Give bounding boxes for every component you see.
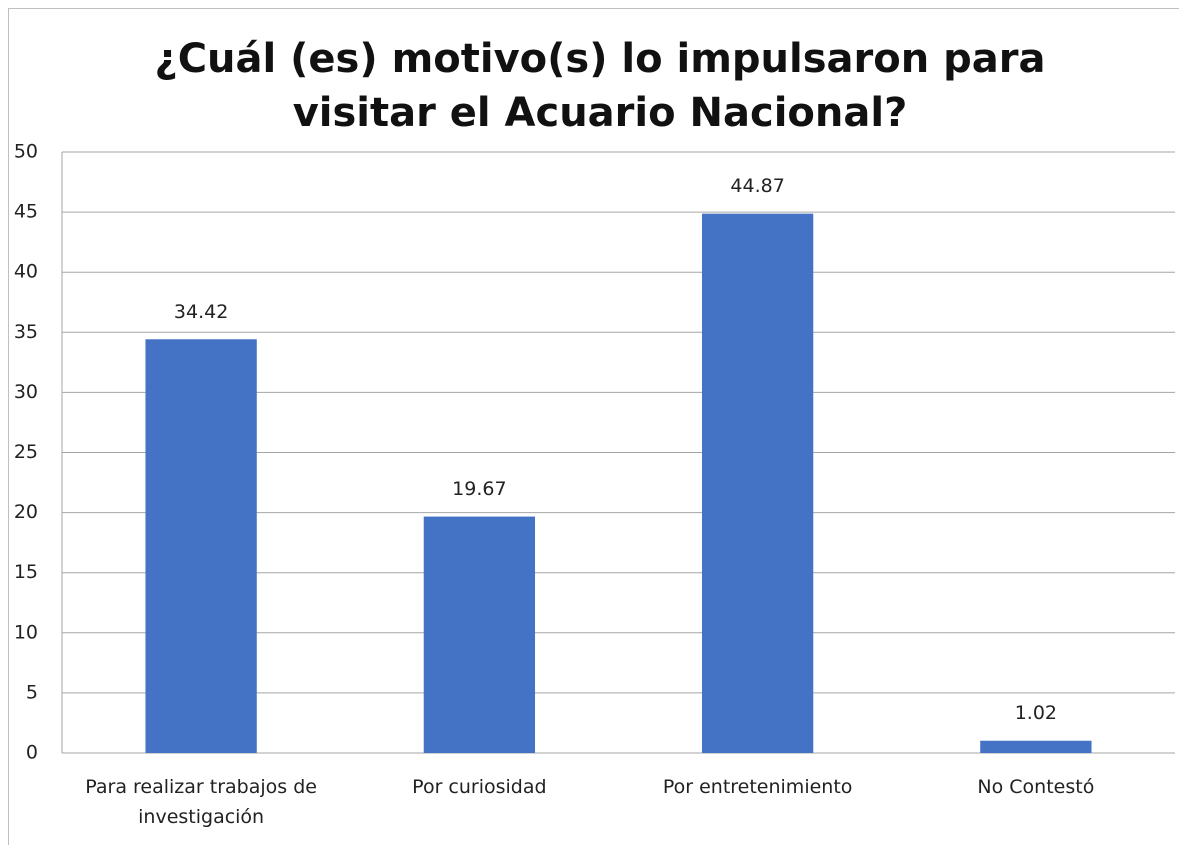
x-tick-label: Para realizar trabajos de investigación <box>85 776 317 828</box>
x-tick-label: Por curiosidad <box>412 776 547 798</box>
bar <box>980 740 1092 753</box>
x-tick-label: No Contestó <box>977 776 1095 798</box>
data-label: 19.67 <box>452 478 506 500</box>
data-label: 1.02 <box>1015 702 1057 724</box>
y-tick-label: 50 <box>14 141 38 163</box>
y-tick-label: 5 <box>26 681 38 703</box>
y-tick-label: 35 <box>14 321 38 343</box>
y-tick-label: 10 <box>14 621 38 643</box>
bar <box>701 213 814 753</box>
chart-border <box>8 8 1179 845</box>
data-label: 34.42 <box>174 301 228 323</box>
y-tick-label: 20 <box>14 501 38 523</box>
bar <box>145 339 257 753</box>
data-label: 44.87 <box>730 175 784 197</box>
y-tick-label: 30 <box>14 381 38 403</box>
y-tick-label: 40 <box>14 261 38 283</box>
y-tick-label: 25 <box>14 441 38 463</box>
y-tick-label: 45 <box>14 201 38 223</box>
y-tick-label: 0 <box>26 742 38 764</box>
y-tick-label: 15 <box>14 561 38 583</box>
chart-title: ¿Cuál (es) motivo(s) lo impulsaron para … <box>154 36 1046 136</box>
bar <box>423 516 536 753</box>
x-tick-label: Por entretenimiento <box>662 776 853 798</box>
